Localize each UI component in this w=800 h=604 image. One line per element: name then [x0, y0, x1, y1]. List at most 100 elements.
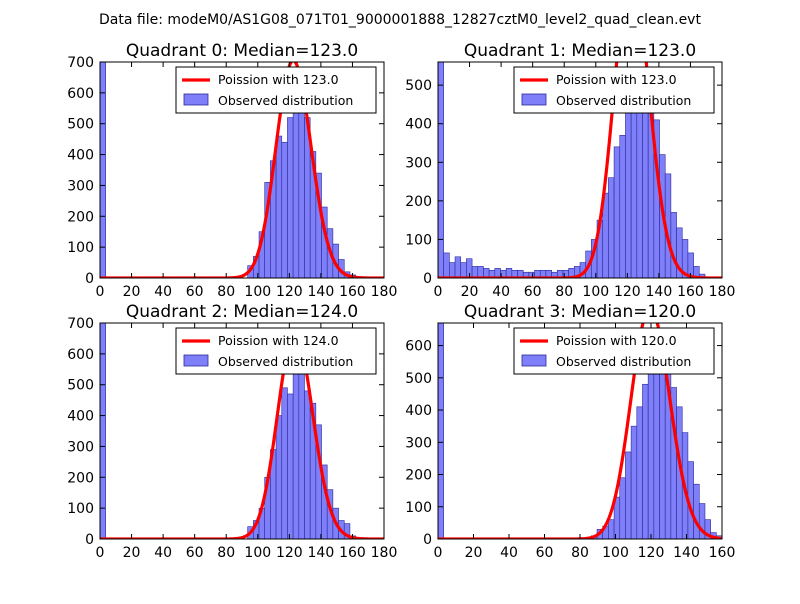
hist-bar	[630, 425, 638, 539]
hist-bar	[287, 117, 294, 278]
x-tick-label: 60	[186, 545, 204, 561]
x-tick-label: 120	[276, 284, 303, 300]
hist-bar	[613, 146, 621, 278]
x-tick-label: 120	[614, 284, 641, 300]
legend-bar-swatch	[521, 93, 547, 106]
hist-bar	[642, 104, 649, 278]
histogram	[100, 323, 356, 539]
hist-bar	[292, 356, 300, 539]
x-tick-label: 0	[96, 545, 105, 561]
hist-bar	[659, 351, 666, 539]
histogram	[100, 62, 356, 278]
hist-bar	[298, 89, 305, 278]
y-tick-label: 100	[405, 232, 432, 248]
hist-bar	[281, 141, 288, 278]
hist-bar	[642, 383, 649, 539]
y-tick-label: 700	[67, 316, 94, 332]
x-tick-label: 80	[217, 284, 235, 300]
y-tick-label: 400	[405, 403, 432, 419]
hist-bar	[275, 415, 283, 539]
x-tick-label: 40	[500, 545, 518, 561]
figure-title: Data file: modeM0/AS1G08_071T01_90000018…	[99, 12, 701, 28]
hist-bar	[281, 387, 288, 539]
x-tick-label: 100	[602, 545, 629, 561]
panel-title: Quadrant 3: Median=120.0	[464, 302, 696, 322]
x-tick-label: 40	[154, 284, 172, 300]
hist-bar	[292, 92, 300, 278]
hist-bar	[693, 483, 700, 539]
x-tick-label: 100	[244, 545, 271, 561]
x-tick-label: 180	[371, 545, 398, 561]
poisson-line	[438, 62, 722, 278]
hist-bar	[625, 100, 632, 278]
axes-frame	[437, 61, 723, 279]
y-tick-label: 200	[405, 194, 432, 210]
hist-bar	[471, 266, 479, 278]
x-tick-label: 180	[709, 284, 736, 300]
legend-bar-swatch	[521, 354, 547, 367]
x-tick-label: 80	[217, 545, 235, 561]
panel-1: Quadrant 1: Median=123.0 0 20 40 60 80 100 120 1…	[405, 41, 736, 300]
x-tick-label: 100	[582, 284, 609, 300]
panel-2: Quadrant 2: Median=124.0 0 20 40 60 80 100 120 1…	[67, 302, 397, 561]
legend-label: Observed distribution	[556, 354, 691, 369]
y-tick-label: 400	[405, 117, 432, 133]
hist-bar	[619, 477, 626, 539]
legend-box	[513, 327, 715, 375]
hist-bar	[454, 256, 462, 278]
hist-bar	[608, 519, 615, 539]
y-tick-label: 100	[67, 501, 94, 517]
legend-box	[175, 327, 377, 375]
legend-label: Poission with 120.0	[556, 333, 677, 348]
legend: Poission with 123.0 Observed distribution	[513, 66, 715, 114]
x-tick-label: 140	[308, 284, 335, 300]
hist-bar	[100, 62, 106, 278]
hist-bar	[275, 135, 283, 278]
hist-bar	[670, 212, 677, 278]
panel-title: Quadrant 2: Median=124.0	[126, 302, 358, 322]
x-tick-label: 20	[123, 284, 141, 300]
legend-bar-swatch	[183, 354, 209, 367]
legend-label: Observed distribution	[556, 93, 691, 108]
x-tick-label: 60	[536, 545, 554, 561]
y-tick-label: 300	[67, 439, 94, 455]
y-tick-label: 300	[67, 178, 94, 194]
hist-bar	[449, 262, 456, 278]
hist-bar	[687, 252, 694, 278]
x-tick-label: 60	[524, 284, 542, 300]
x-tick-label: 160	[339, 545, 366, 561]
y-tick-label: 500	[405, 78, 432, 94]
hist-bar	[100, 323, 106, 539]
x-tick-label: 20	[123, 545, 141, 561]
hist-bar	[477, 266, 484, 278]
hist-bar	[647, 348, 655, 539]
legend: Poission with 124.0 Observed distribution	[175, 327, 377, 375]
y-tick-label: 300	[405, 435, 432, 451]
hist-bar	[438, 323, 444, 539]
hist-bar	[443, 252, 450, 278]
hist-bar	[625, 451, 632, 539]
y-tick-label: 500	[67, 117, 94, 133]
x-tick-label: 140	[308, 545, 335, 561]
poisson-line	[100, 330, 384, 539]
x-tick-label: 80	[571, 545, 589, 561]
x-tick-label: 0	[434, 545, 443, 561]
y-tick-label: 200	[67, 209, 94, 225]
x-tick-label: 40	[154, 545, 172, 561]
legend-bar-swatch	[183, 93, 209, 106]
hist-bar	[608, 177, 615, 278]
y-tick-label: 0	[423, 532, 432, 548]
x-tick-label: 160	[339, 284, 366, 300]
y-tick-label: 300	[405, 155, 432, 171]
x-tick-label: 60	[186, 284, 204, 300]
panel-0: Quadrant 0: Median=123.0 0 20 40 60 80 100 120 1…	[67, 41, 397, 300]
y-tick-label: 500	[67, 378, 94, 394]
legend-label: Poission with 124.0	[218, 333, 339, 348]
panel-3: Quadrant 3: Median=120.0 0 20 40 60 80 100 120 1…	[405, 302, 735, 561]
legend-label: Observed distribution	[218, 93, 353, 108]
y-tick-label: 700	[67, 55, 94, 71]
x-tick-label: 100	[244, 284, 271, 300]
y-tick-label: 0	[85, 271, 94, 287]
legend-label: Observed distribution	[218, 354, 353, 369]
